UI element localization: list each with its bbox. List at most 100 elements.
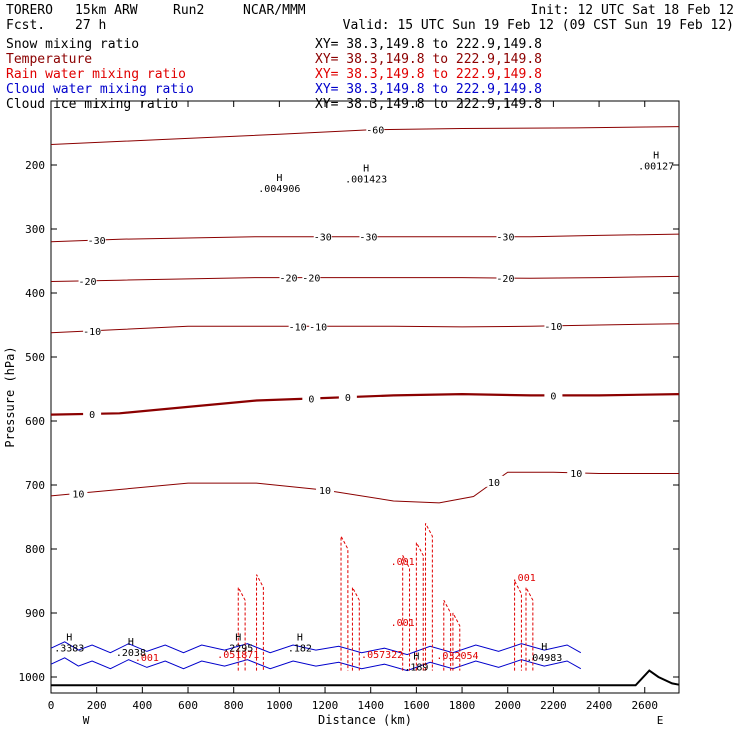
y-tick-label: 600 [25, 415, 45, 428]
temperature-contour-label: -60 [366, 126, 384, 137]
contour-label-background [366, 123, 385, 135]
forecast-label: Fcst. [6, 18, 45, 33]
contour-label-background [83, 324, 102, 336]
temperature-contour-label: -10 [289, 322, 307, 333]
y-tick-label: 900 [25, 607, 45, 620]
temperature-contour-label: 0 [345, 393, 351, 404]
temperature-contour-label: 0 [550, 391, 556, 402]
temperature-contour-label: -10 [83, 327, 101, 338]
temperature-contour-label: 10 [72, 489, 84, 500]
high-marker-h: H [66, 633, 72, 644]
y-tick-label: 300 [25, 223, 45, 236]
temperature-contour-label: -30 [359, 233, 377, 244]
x-axis-west-label: W [83, 714, 90, 727]
high-markers: H.004906H.001423H.00127H.3383H.2038H.229… [54, 151, 674, 674]
temperature-contour-line [50, 233, 680, 243]
temperature-contour-line [50, 275, 680, 282]
temperature-contour-label: 10 [570, 469, 582, 480]
rain-contour [256, 574, 264, 671]
contour-label-background [567, 466, 586, 478]
x-tick-label: 200 [87, 699, 107, 712]
contour-label-background [338, 391, 357, 403]
contour-label-background [544, 319, 563, 331]
rain-label: .001 [512, 573, 536, 584]
rain-contour [351, 587, 360, 671]
high-marker-h: H [541, 642, 547, 653]
contour-label-background [496, 272, 515, 284]
x-tick-label: 2600 [631, 699, 658, 712]
rain-contour [415, 542, 424, 671]
temperature-contour-label: 0 [308, 394, 314, 405]
x-tick-label: 1400 [357, 699, 384, 712]
terrain-line [51, 669, 680, 687]
temperature-contour-label: -30 [88, 236, 106, 247]
legend-xy-rain: XY= 38.3,149.8 to 222.9,149.8 [315, 67, 542, 82]
legend-entry-cloud-ice: Cloud ice mixing ratio [6, 97, 178, 112]
temperature-contour-line [50, 392, 680, 416]
contour-label-background [544, 389, 563, 401]
legend-entry-rain: Rain water mixing ratio [6, 67, 186, 82]
high-marker-value: .182 [288, 644, 312, 655]
legend-entry-snow: Snow mixing ratio [6, 37, 139, 52]
rain-contour [443, 599, 452, 671]
temperature-contour-label: -30 [314, 233, 332, 244]
high-marker-value: .3383 [54, 644, 84, 655]
x-tick-label: 0 [48, 699, 55, 712]
x-tick-label: 800 [224, 699, 244, 712]
y-axis-title: Pressure (hPa) [3, 346, 17, 447]
model-name: TORERO [6, 3, 53, 18]
x-tick-label: 400 [132, 699, 152, 712]
temperature-contour-label: -20 [79, 277, 97, 288]
high-marker-value: .2038 [116, 648, 146, 659]
temperature-contour-label: -20 [496, 274, 514, 285]
rain-contour [525, 587, 534, 671]
legend-xy-temperature: XY= 38.3,149.8 to 222.9,149.8 [315, 52, 542, 67]
y-tick-label: 700 [25, 479, 45, 492]
temperature-contour-line [50, 126, 680, 145]
high-marker-h: H [128, 637, 134, 648]
rain-contour [402, 555, 411, 671]
high-marker-h: H [653, 151, 659, 162]
x-tick-label: 1200 [312, 699, 339, 712]
axis-ticks: 0 200 400 600 800 1000 1200 1400 1600 1800 2000 220… [19, 101, 679, 712]
x-axis-east-label: E [657, 714, 664, 727]
temperature-contour-label: -30 [496, 233, 514, 244]
contour-label-background [279, 271, 298, 283]
temperature-contour-label: 10 [319, 486, 331, 497]
init-time: Init: 12 UTC Sat 18 Feb 12 [531, 3, 735, 18]
high-marker-value: .00127 [638, 162, 674, 173]
x-tick-label: 2400 [586, 699, 613, 712]
temperature-contour-label: 10 [488, 478, 500, 489]
contour-label-background [496, 230, 515, 242]
x-tick-label: 600 [178, 699, 198, 712]
high-marker-h: H [297, 633, 303, 644]
cloud-water-contour [50, 657, 582, 672]
legend-entry-temperature: Temperature [6, 52, 92, 67]
temperature-contour-label: -20 [279, 274, 297, 285]
high-marker-h: H [235, 633, 241, 644]
temperature-contour-line [50, 471, 679, 504]
plot-frame [50, 100, 680, 694]
model-resolution: 15km ARW [75, 3, 138, 18]
forecast-hours: 27 h [75, 18, 106, 33]
y-tick-label: 500 [25, 351, 45, 364]
contour-label-background [78, 274, 97, 286]
x-tick-label: 1600 [403, 699, 430, 712]
contour-label-background [83, 407, 102, 419]
contour-label-background [309, 320, 328, 332]
contour-label-background [288, 320, 307, 332]
temperature-contour-label: 0 [89, 410, 95, 421]
temperature-contour-line [50, 323, 680, 334]
rain-label: .001 [391, 618, 415, 629]
y-tick-label: 800 [25, 543, 45, 556]
valid-time: Valid: 15 UTC Sun 19 Feb 12 (09 CST Sun … [343, 18, 734, 33]
cloud-water-contour [50, 641, 582, 656]
contour-label-background [69, 487, 88, 499]
legend-entry-cloud-water: Cloud water mixing ratio [6, 82, 194, 97]
terrain-surface [51, 669, 680, 687]
rain-contour [425, 523, 433, 671]
rain-label: .032054 [436, 651, 478, 662]
model-run: Run2 [173, 3, 204, 18]
high-marker-value: .001423 [345, 174, 387, 185]
